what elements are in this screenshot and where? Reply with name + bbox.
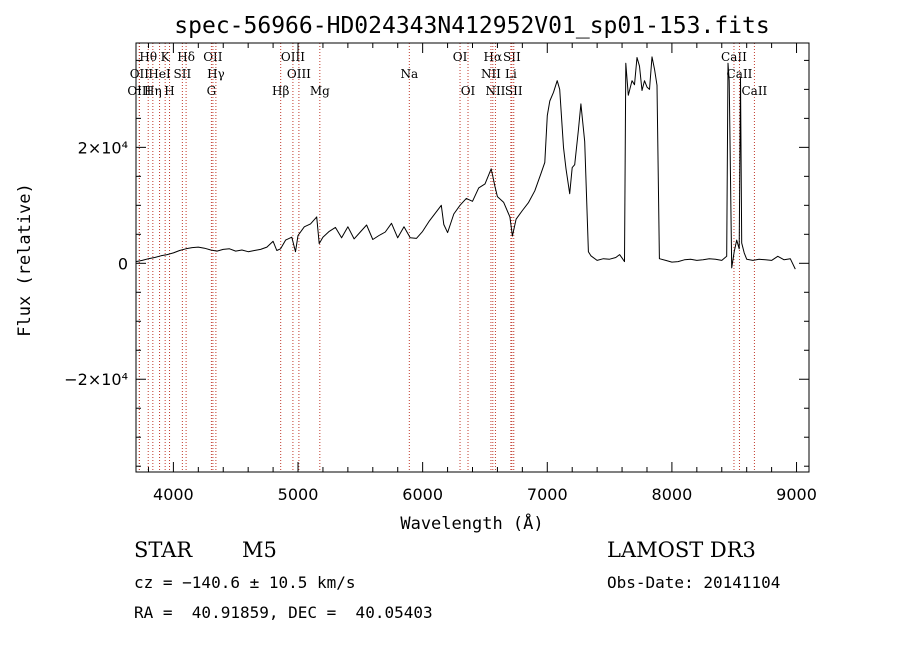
spectral-line-label: OIII bbox=[127, 84, 151, 98]
axis-ticks: 4000 5000 6000 7000 8000 9000 −2×10⁴ 0 2×10⁴ bbox=[64, 43, 817, 504]
x-axis-label: Wavelength (Å) bbox=[400, 512, 543, 534]
spectral-line-label: K bbox=[161, 50, 171, 64]
x-tick-label: 9000 bbox=[776, 485, 817, 504]
spectral-line-label: Na bbox=[400, 67, 418, 81]
spectrum-series bbox=[135, 56, 796, 270]
x-tick-label: 5000 bbox=[278, 485, 319, 504]
object-subclass: M5 bbox=[242, 538, 277, 562]
coordinates: RA = 40.91859, DEC = 40.05403 bbox=[134, 603, 433, 622]
spectral-line-label: CaII bbox=[721, 50, 747, 64]
spectral-line-label: Hη bbox=[144, 84, 162, 98]
plot-frame bbox=[135, 42, 810, 473]
x-tick-label: 4000 bbox=[153, 485, 194, 504]
spectral-line-label: OI bbox=[461, 84, 476, 98]
spectral-line-label: SII bbox=[505, 84, 523, 98]
spectral-line-label: Mg bbox=[310, 84, 330, 98]
spectrum-line bbox=[135, 56, 796, 270]
spectral-line-label: Hα bbox=[484, 50, 503, 64]
spectral-line-label: OIII bbox=[281, 50, 305, 64]
spectral-line-label: G bbox=[207, 84, 217, 98]
x-tick-label: 6000 bbox=[402, 485, 443, 504]
spectral-line-label: OII bbox=[203, 50, 223, 64]
observation-date: Obs-Date: 20141104 bbox=[607, 573, 781, 592]
object-class: STAR bbox=[134, 538, 193, 562]
spectral-line-label: Li bbox=[505, 67, 517, 81]
spectral-line-label: SII bbox=[174, 67, 192, 81]
spectral-line-label: Hδ bbox=[177, 50, 195, 64]
survey-name: LAMOST DR3 bbox=[607, 538, 756, 562]
y-tick-label: 0 bbox=[118, 254, 128, 273]
x-tick-label: 8000 bbox=[652, 485, 693, 504]
chart-title: spec-56966-HD024343N412952V01_sp01-153.f… bbox=[174, 13, 769, 39]
spectral-line-label: CaII bbox=[727, 67, 753, 81]
y-axis-label: Flux (relative) bbox=[15, 183, 35, 337]
y-tick-label: −2×10⁴ bbox=[64, 370, 128, 389]
spectral-line-label: Hθ bbox=[139, 50, 157, 64]
spectral-line-label: NII bbox=[485, 84, 505, 98]
x-tick-label: 7000 bbox=[527, 485, 568, 504]
spectral-line-label: Hγ bbox=[207, 67, 225, 81]
spectral-line-label: OI bbox=[453, 50, 468, 64]
redshift-velocity: cz = −140.6 ± 10.5 km/s bbox=[134, 573, 356, 592]
y-tick-label: 2×10⁴ bbox=[78, 138, 128, 157]
spectral-line-label: CaII bbox=[741, 84, 767, 98]
spectral-line-label: Hβ bbox=[272, 84, 289, 98]
spectral-line-label: HeI bbox=[148, 67, 171, 81]
plot-axes bbox=[135, 42, 810, 473]
spectral-line-label: H bbox=[164, 84, 174, 98]
spectral-line-label: OIII bbox=[287, 67, 311, 81]
spectral-line-label: NII bbox=[481, 67, 501, 81]
spectral-line-label: SII bbox=[503, 50, 521, 64]
